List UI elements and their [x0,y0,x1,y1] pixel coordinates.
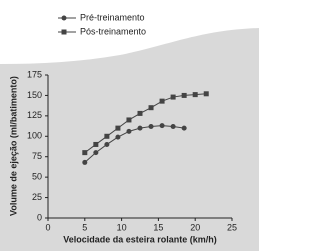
marker [126,117,132,123]
marker [115,134,121,140]
marker [61,29,67,35]
x-tick-label: 25 [227,222,237,232]
y-tick-label: 75 [32,151,42,161]
x-tick-label: 15 [153,222,163,232]
marker [93,141,99,147]
y-tick-label: 175 [27,69,42,79]
marker [148,123,154,129]
y-axis-label: Volume de ejeção (ml/batimento) [8,76,18,216]
marker [170,94,176,100]
x-tick-label: 0 [45,222,50,232]
marker [181,92,187,98]
marker [170,123,176,129]
marker [159,123,165,129]
marker [203,91,209,97]
marker [137,125,143,131]
marker [126,128,132,134]
x-tick-label: 20 [190,222,200,232]
marker [82,150,88,156]
x-tick-label: 10 [117,222,127,232]
marker [192,92,198,98]
marker [181,125,187,131]
x-tick-label: 5 [82,222,87,232]
y-tick-label: 100 [27,131,42,141]
y-tick-label: 25 [32,192,42,202]
y-tick-label: 0 [37,212,42,222]
y-tick-label: 125 [27,110,42,120]
marker [104,141,110,147]
marker [159,98,165,104]
marker [148,105,154,111]
legend-label: Pré-treinamento [80,12,145,22]
marker [61,15,67,21]
marker [137,110,143,116]
chart: Velocidade da esteira rolante (km/h) Vol… [0,0,259,251]
series-line [84,125,185,163]
x-axis-label: Velocidade da esteira rolante (km/h) [63,234,217,244]
marker [115,125,121,131]
y-tick-label: 50 [32,172,42,182]
marker [82,159,88,165]
marker [104,133,110,139]
marker [93,150,99,156]
legend-label: Pós-treinamento [80,26,146,36]
y-tick-label: 150 [27,90,42,100]
